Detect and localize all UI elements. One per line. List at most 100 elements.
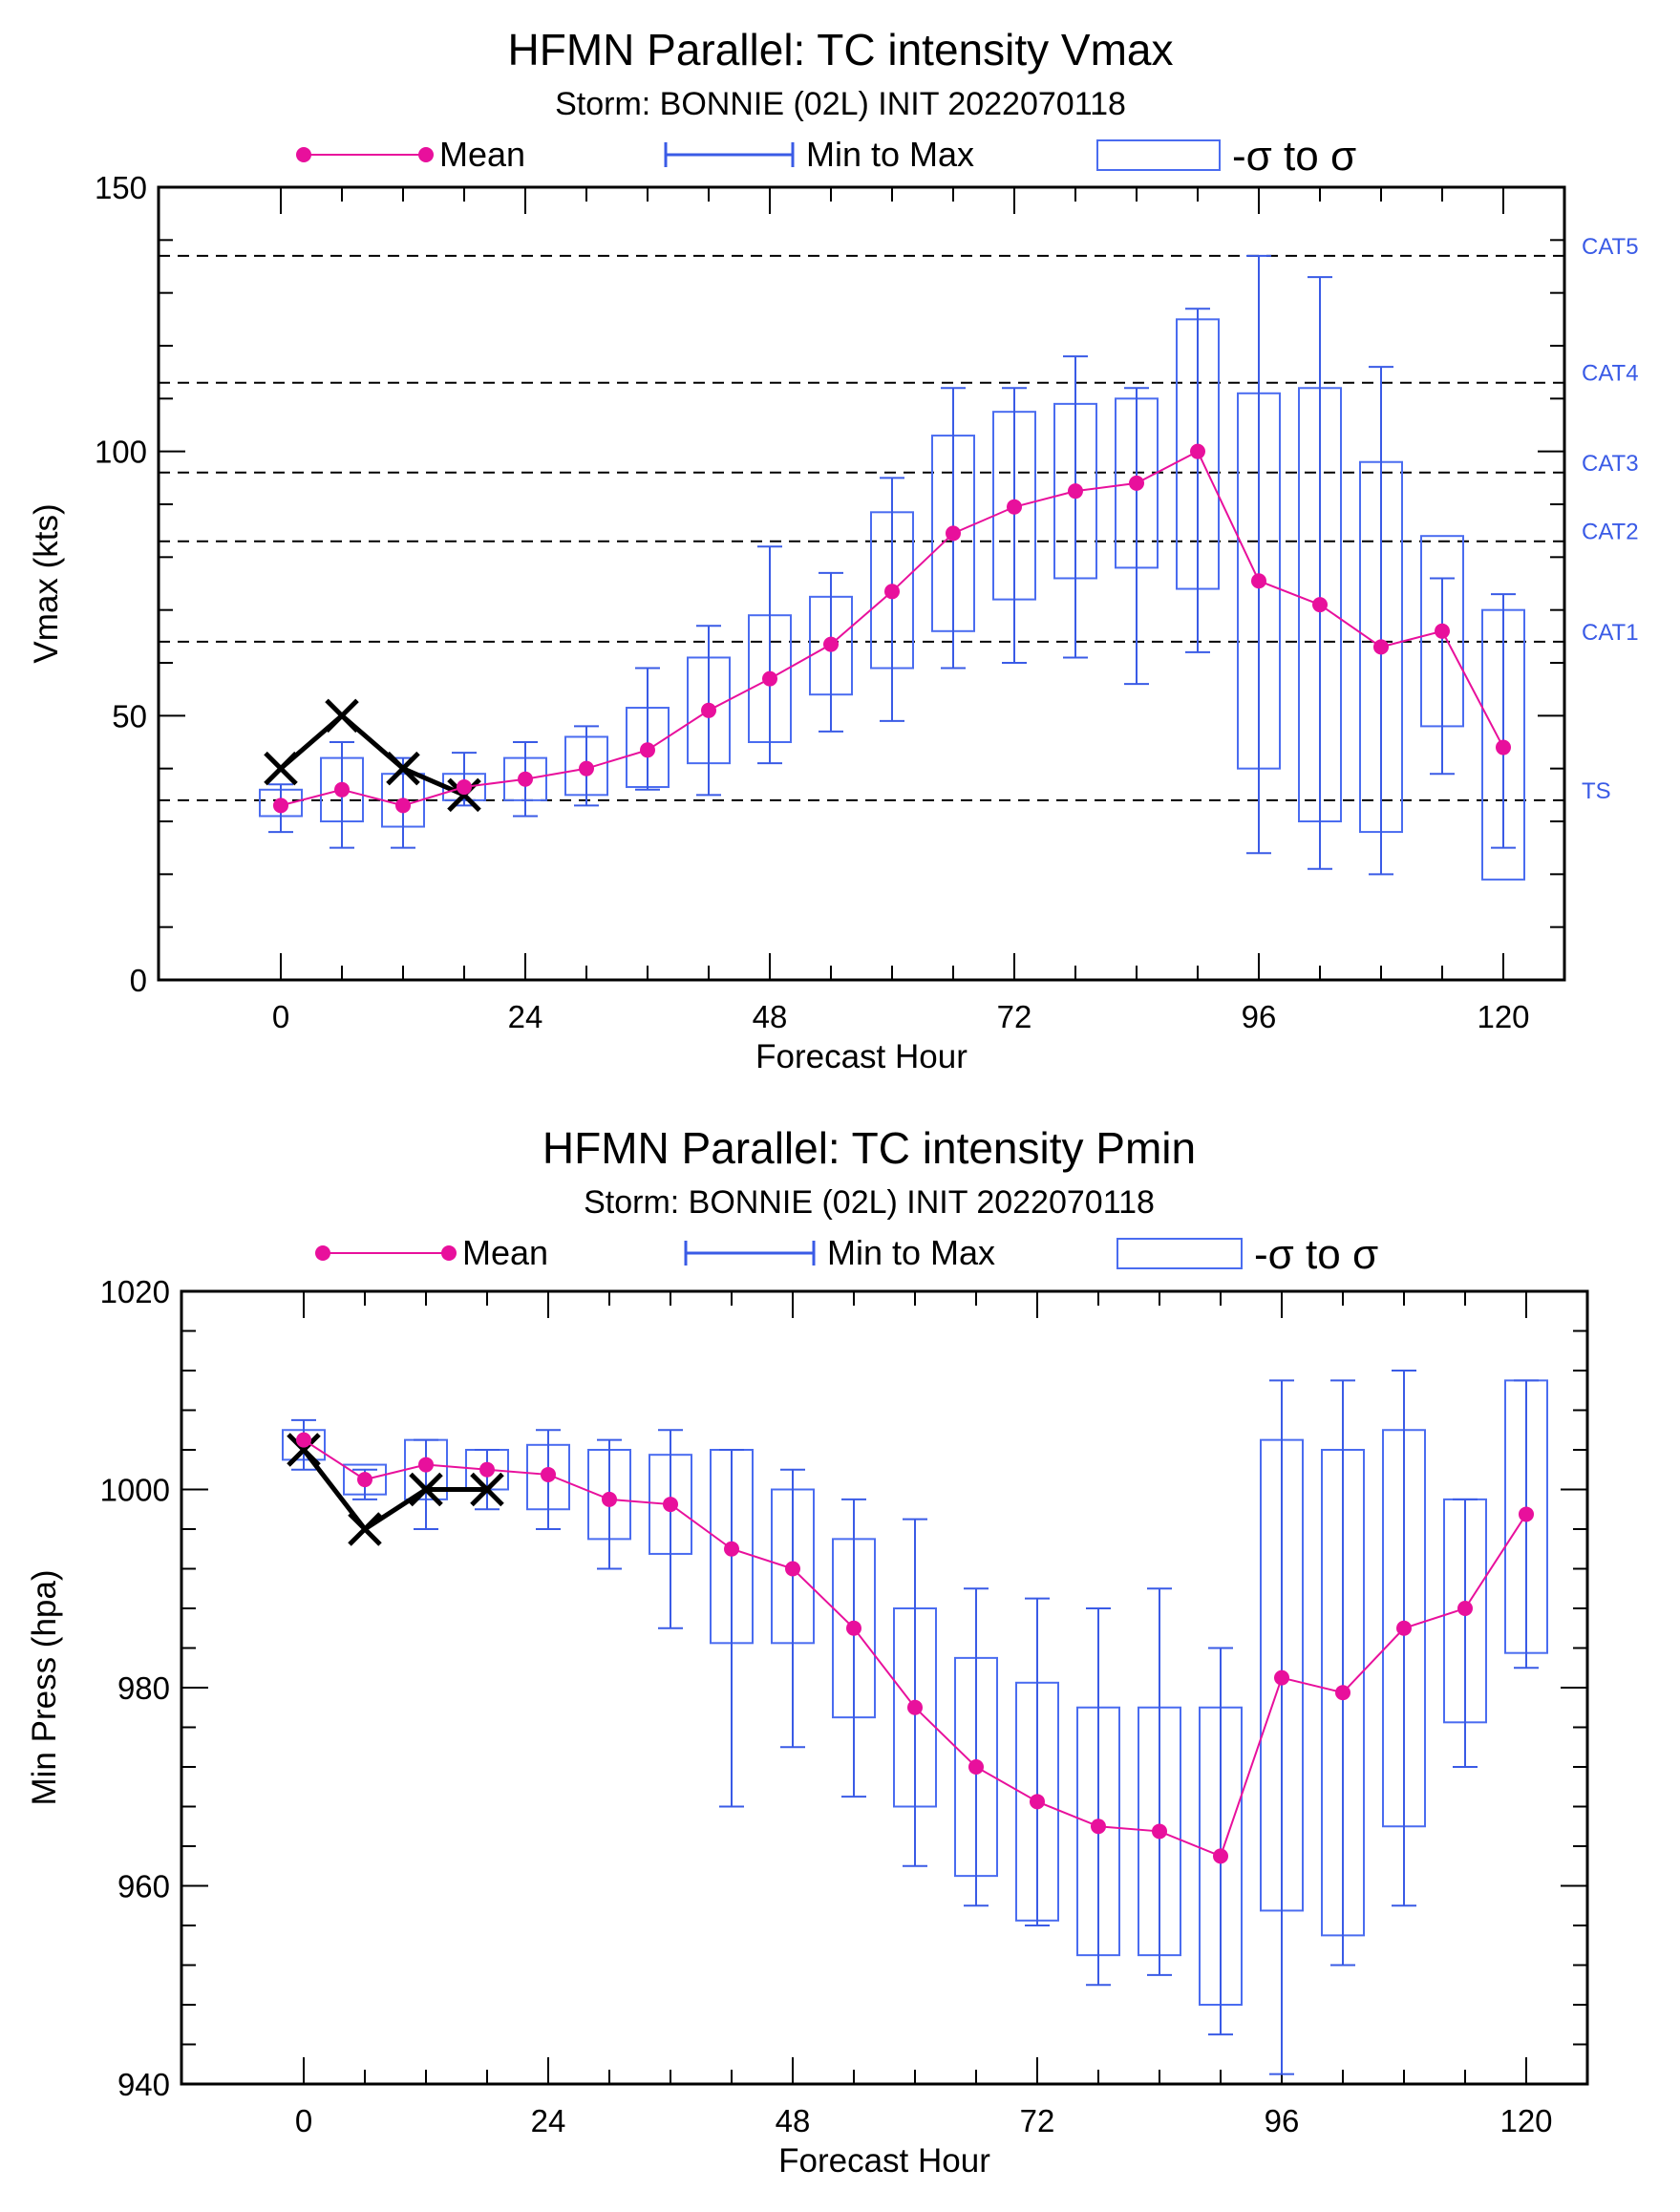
mean-point bbox=[357, 1472, 372, 1488]
x-tick-label: 96 bbox=[1265, 2103, 1300, 2138]
chart-subtitle: Storm: BONNIE (02L) INIT 2022070118 bbox=[584, 1184, 1155, 1221]
chart-title: HFMN Parallel: TC intensity Pmin bbox=[542, 1123, 1196, 1173]
x-tick-label: 120 bbox=[1477, 999, 1529, 1034]
y-axis-label: Vmax (kts) bbox=[28, 503, 65, 663]
mean-point bbox=[663, 1497, 678, 1513]
x-tick-label: 72 bbox=[1020, 2103, 1055, 2138]
y-tick-label: 100 bbox=[95, 435, 147, 470]
plot-frame bbox=[180, 1289, 1589, 2086]
min-max-whiskers bbox=[291, 1370, 1539, 2075]
category-label: CAT3 bbox=[1582, 451, 1639, 477]
mean-point bbox=[541, 1466, 556, 1482]
observed-x-stroke bbox=[348, 1512, 382, 1546]
mean-series bbox=[273, 443, 1511, 814]
observed-point bbox=[264, 751, 298, 786]
mean-point bbox=[907, 1699, 923, 1715]
mean-point bbox=[395, 798, 411, 814]
x-tick-label: 0 bbox=[272, 999, 289, 1034]
mean-point bbox=[724, 1541, 739, 1557]
observed-point bbox=[325, 698, 359, 734]
mean-series bbox=[296, 1432, 1534, 1864]
mean-point bbox=[518, 771, 533, 787]
mean-point bbox=[640, 742, 655, 758]
category-label: TS bbox=[1582, 778, 1611, 804]
mean-point bbox=[1373, 639, 1389, 655]
mean-point bbox=[1129, 475, 1144, 491]
legend-minmax-swatch bbox=[684, 1241, 816, 1266]
y-tick-labels: 0 50 100 150 bbox=[95, 170, 147, 998]
legend: Mean Min to Max -σ to σ bbox=[296, 133, 1356, 180]
x-tick-labels: 0 24 48 72 96 120 bbox=[295, 2103, 1553, 2138]
mean-point bbox=[1435, 623, 1450, 639]
observed-point bbox=[470, 1472, 504, 1507]
y-tick-label: 0 bbox=[130, 963, 147, 998]
legend-minmax-label: Min to Max bbox=[827, 1233, 995, 1272]
chart-subtitle: Storm: BONNIE (02L) INIT 2022070118 bbox=[555, 86, 1126, 122]
x-tick-label: 120 bbox=[1499, 2103, 1552, 2138]
legend-minmax-swatch bbox=[664, 142, 795, 167]
legend-sigma-swatch bbox=[1116, 1238, 1243, 1269]
mean-point bbox=[1068, 483, 1083, 500]
legend: Mean Min to Max -σ to σ bbox=[315, 1231, 1378, 1278]
mean-point bbox=[785, 1561, 800, 1577]
mean-point bbox=[1519, 1506, 1534, 1522]
mean-point bbox=[1007, 499, 1022, 515]
y-tick-label: 50 bbox=[112, 698, 147, 734]
mean-point bbox=[1457, 1601, 1473, 1616]
x-tick-label: 24 bbox=[508, 999, 543, 1034]
mean-point bbox=[1335, 1685, 1350, 1701]
observed-point bbox=[409, 1472, 443, 1507]
mean-point bbox=[701, 702, 716, 718]
mean-point bbox=[1496, 739, 1511, 755]
y-tick-label: 960 bbox=[117, 1869, 170, 1904]
observed-point bbox=[348, 1512, 382, 1546]
y-tick-label: 980 bbox=[117, 1670, 170, 1706]
mean-point bbox=[1312, 597, 1328, 613]
mean-point bbox=[602, 1491, 617, 1507]
observed-point bbox=[386, 751, 420, 786]
observed-line bbox=[302, 1448, 487, 1533]
observed-point bbox=[287, 1433, 321, 1467]
mean-point bbox=[946, 525, 961, 542]
x-tick-label: 48 bbox=[776, 2103, 811, 2138]
y-tick-labels: 940 960 980 1000 1020 bbox=[100, 1274, 170, 2102]
y-axis-label: Min Press (hpa) bbox=[26, 1569, 63, 1805]
legend-mean-label: Mean bbox=[462, 1233, 548, 1272]
plot-frame bbox=[157, 185, 1566, 982]
mean-point bbox=[457, 779, 472, 796]
legend-mean-label: Mean bbox=[439, 135, 525, 174]
observed-line bbox=[279, 713, 465, 798]
y-tick-label: 1000 bbox=[100, 1473, 170, 1508]
axis-ticks bbox=[159, 186, 1564, 981]
legend-minmax-label: Min to Max bbox=[806, 135, 974, 174]
y-tick-label: 150 bbox=[95, 170, 147, 205]
x-axis-label: Forecast Hour bbox=[755, 1038, 968, 1075]
x-tick-label: 96 bbox=[1242, 999, 1277, 1034]
mean-point bbox=[296, 1432, 311, 1448]
category-label: CAT4 bbox=[1582, 361, 1639, 387]
category-lines: TS CAT1 CAT2 CAT3 CAT4 CAT5 bbox=[159, 234, 1639, 804]
y-tick-label: 940 bbox=[117, 2067, 170, 2102]
observed-x-stroke bbox=[470, 1472, 504, 1507]
category-label: CAT5 bbox=[1582, 234, 1639, 260]
x-tick-label: 72 bbox=[997, 999, 1032, 1034]
x-tick-label: 48 bbox=[753, 999, 788, 1034]
observed-x-stroke bbox=[287, 1433, 321, 1467]
mean-point bbox=[1030, 1794, 1045, 1810]
observed-series bbox=[287, 1433, 504, 1546]
observed-x-stroke bbox=[325, 698, 359, 734]
mean-point bbox=[418, 1457, 434, 1473]
mean-point bbox=[1251, 573, 1266, 589]
legend-mean-swatch bbox=[315, 1245, 457, 1261]
mean-point bbox=[334, 781, 350, 798]
chart-title: HFMN Parallel: TC intensity Vmax bbox=[508, 25, 1174, 74]
legend-sigma-swatch bbox=[1096, 139, 1221, 171]
category-label: CAT1 bbox=[1582, 620, 1639, 646]
mean-point bbox=[1396, 1620, 1412, 1636]
mean-point bbox=[1213, 1848, 1228, 1864]
mean-point bbox=[1091, 1819, 1106, 1835]
observed-series bbox=[264, 698, 481, 813]
y-tick-label: 1020 bbox=[100, 1274, 170, 1309]
vmax-chart-panel: HFMN Parallel: TC intensity Vmax Storm: … bbox=[28, 25, 1639, 1075]
